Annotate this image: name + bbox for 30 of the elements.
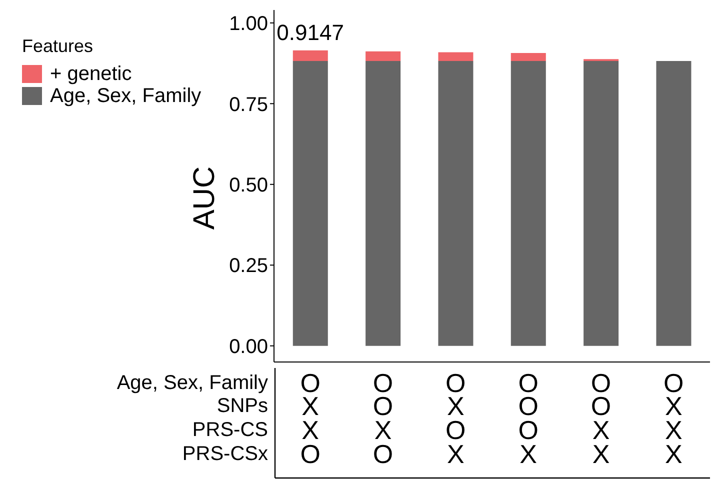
bar xyxy=(510,61,546,346)
bar xyxy=(510,52,546,62)
legend-label: + genetic xyxy=(50,62,132,86)
x-tick-label: O O O X xyxy=(518,368,538,469)
legend-title: Features xyxy=(22,36,94,57)
bar xyxy=(438,61,474,346)
y-tick-label: 0.00 xyxy=(229,336,268,358)
bar xyxy=(584,61,619,346)
text: PRS-CS xyxy=(192,418,268,442)
bar xyxy=(292,50,328,62)
bar xyxy=(366,51,401,62)
y-tick-label: 1.00 xyxy=(229,13,268,36)
bar xyxy=(656,61,692,346)
x-tick-label: O X X O xyxy=(300,368,320,469)
x-tick-label: O O X X xyxy=(590,368,612,469)
x-tick-label: O X O X xyxy=(446,368,466,469)
text: SNPs xyxy=(216,394,268,418)
y-tick-label: 0.50 xyxy=(229,174,268,196)
annotation: 0.9147 xyxy=(276,20,344,46)
text: Age, Sex, Family xyxy=(116,371,268,395)
x-tick-label: O X X X xyxy=(664,368,684,469)
y-axis-title: AUC xyxy=(187,165,222,232)
text: PRS-CSx xyxy=(182,442,268,466)
legend-label: Age, Sex, Family xyxy=(50,84,202,108)
bar xyxy=(366,61,401,346)
y-tick-label: 0.75 xyxy=(229,94,268,116)
bar xyxy=(438,52,474,62)
y-tick-label: 0.25 xyxy=(229,255,268,278)
x-tick-label: O O X O xyxy=(372,368,394,469)
bar xyxy=(292,61,328,346)
